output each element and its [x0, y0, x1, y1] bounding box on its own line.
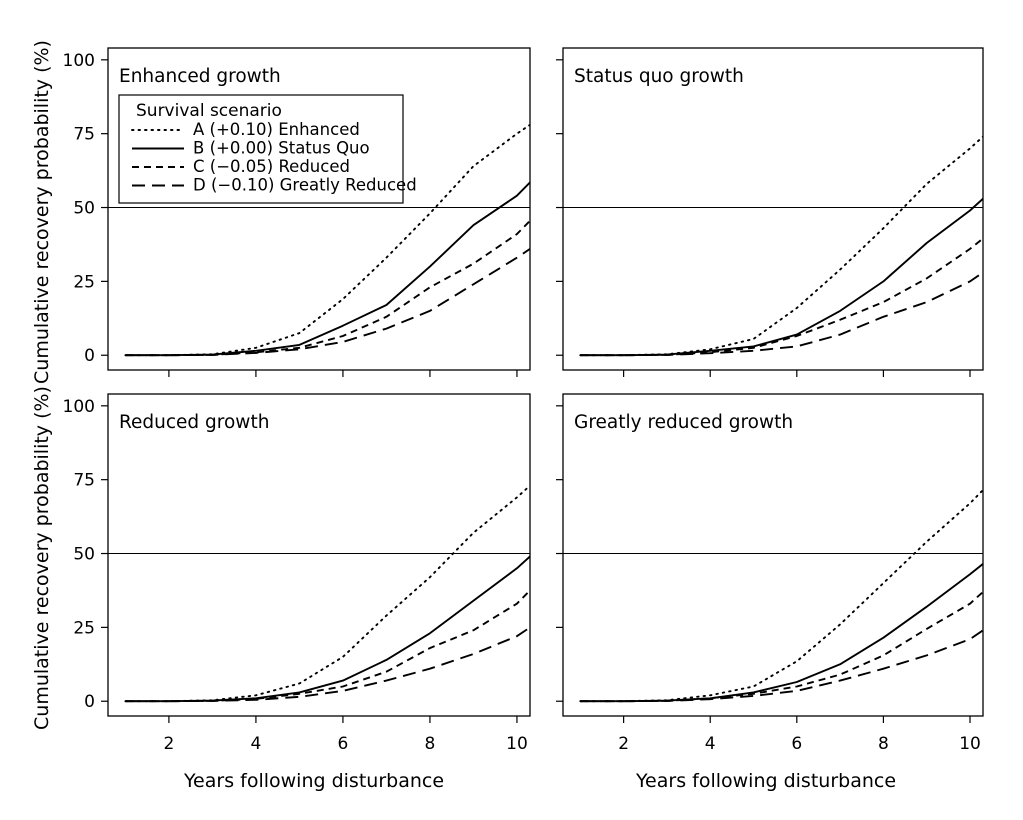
y-tick-label: 25 [73, 272, 95, 292]
y-tick-label: 50 [73, 199, 95, 219]
y-tick-label: 25 [73, 618, 95, 638]
y-tick-label: 75 [73, 471, 95, 491]
y-tick-label: 0 [84, 346, 95, 366]
panel-frame [107, 47, 531, 371]
ylabel-top: Cumulative recovery probability (%) [31, 40, 53, 384]
panel-title: Reduced growth [119, 412, 269, 433]
x-tick-label: 10 [506, 734, 528, 754]
ylabel-bottom: Cumulative recovery probability (%) [31, 386, 53, 730]
panel-title: Greatly reduced growth [574, 412, 793, 433]
y-tick-label: 50 [73, 545, 95, 565]
series-line-C [580, 237, 983, 357]
x-tick-label: 6 [338, 734, 349, 754]
series-line-B [580, 197, 983, 357]
series-line-D [580, 629, 983, 703]
series-line-D [580, 271, 983, 357]
xlabel-right: Years following disturbance [635, 770, 896, 792]
panel-title: Status quo growth [574, 66, 744, 87]
series-line-B [125, 555, 530, 703]
series-line-C [125, 220, 530, 357]
series-line-D [125, 626, 530, 703]
legend-label-C: C (−0.05) Reduced [193, 157, 350, 176]
panel-frame [562, 393, 984, 717]
x-tick-label: 8 [878, 734, 889, 754]
series-line-D [125, 248, 530, 357]
series-line-A [124, 484, 530, 703]
legend-title: Survival scenario [136, 101, 282, 121]
x-tick-label: 2 [618, 734, 629, 754]
panel-frame [562, 47, 984, 371]
x-tick-label: 4 [251, 734, 262, 754]
y-tick-label: 75 [73, 125, 95, 145]
legend-label-B: B (+0.00) Status Quo [193, 139, 370, 158]
x-tick-label: 10 [959, 734, 981, 754]
y-tick-label: 100 [63, 51, 95, 71]
series-line-B [125, 181, 530, 357]
series-line-A [579, 489, 983, 703]
panel-frame [107, 393, 531, 717]
xlabel-left: Years following disturbance [183, 770, 444, 792]
panel-2: Status quo growth [556, 47, 984, 377]
y-tick-label: 0 [84, 692, 95, 712]
series-line-B [580, 563, 983, 703]
panel-1: Enhanced growth 0 25 50 75 100 [63, 47, 531, 377]
x-tick-label: 8 [425, 734, 436, 754]
legend-label-A: A (+0.10) Enhanced [193, 120, 360, 139]
panel-4: Greatly reduced growth 2 4 6 8 10 [556, 393, 984, 754]
axis-labels: Cumulative recovery probability (%) Cumu… [31, 40, 896, 792]
y-tick-label: 100 [63, 397, 95, 417]
x-tick-label: 2 [163, 734, 174, 754]
x-tick-label: 6 [791, 734, 802, 754]
panel-title: Enhanced growth [119, 66, 281, 87]
x-tick-label: 4 [705, 734, 716, 754]
legend-label-D: D (−0.10) Greatly Reduced [193, 176, 417, 195]
